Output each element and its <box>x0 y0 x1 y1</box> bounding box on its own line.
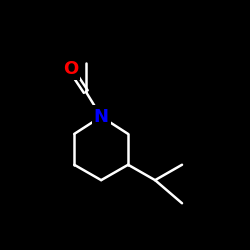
Text: N: N <box>94 108 109 126</box>
Text: O: O <box>63 60 78 78</box>
